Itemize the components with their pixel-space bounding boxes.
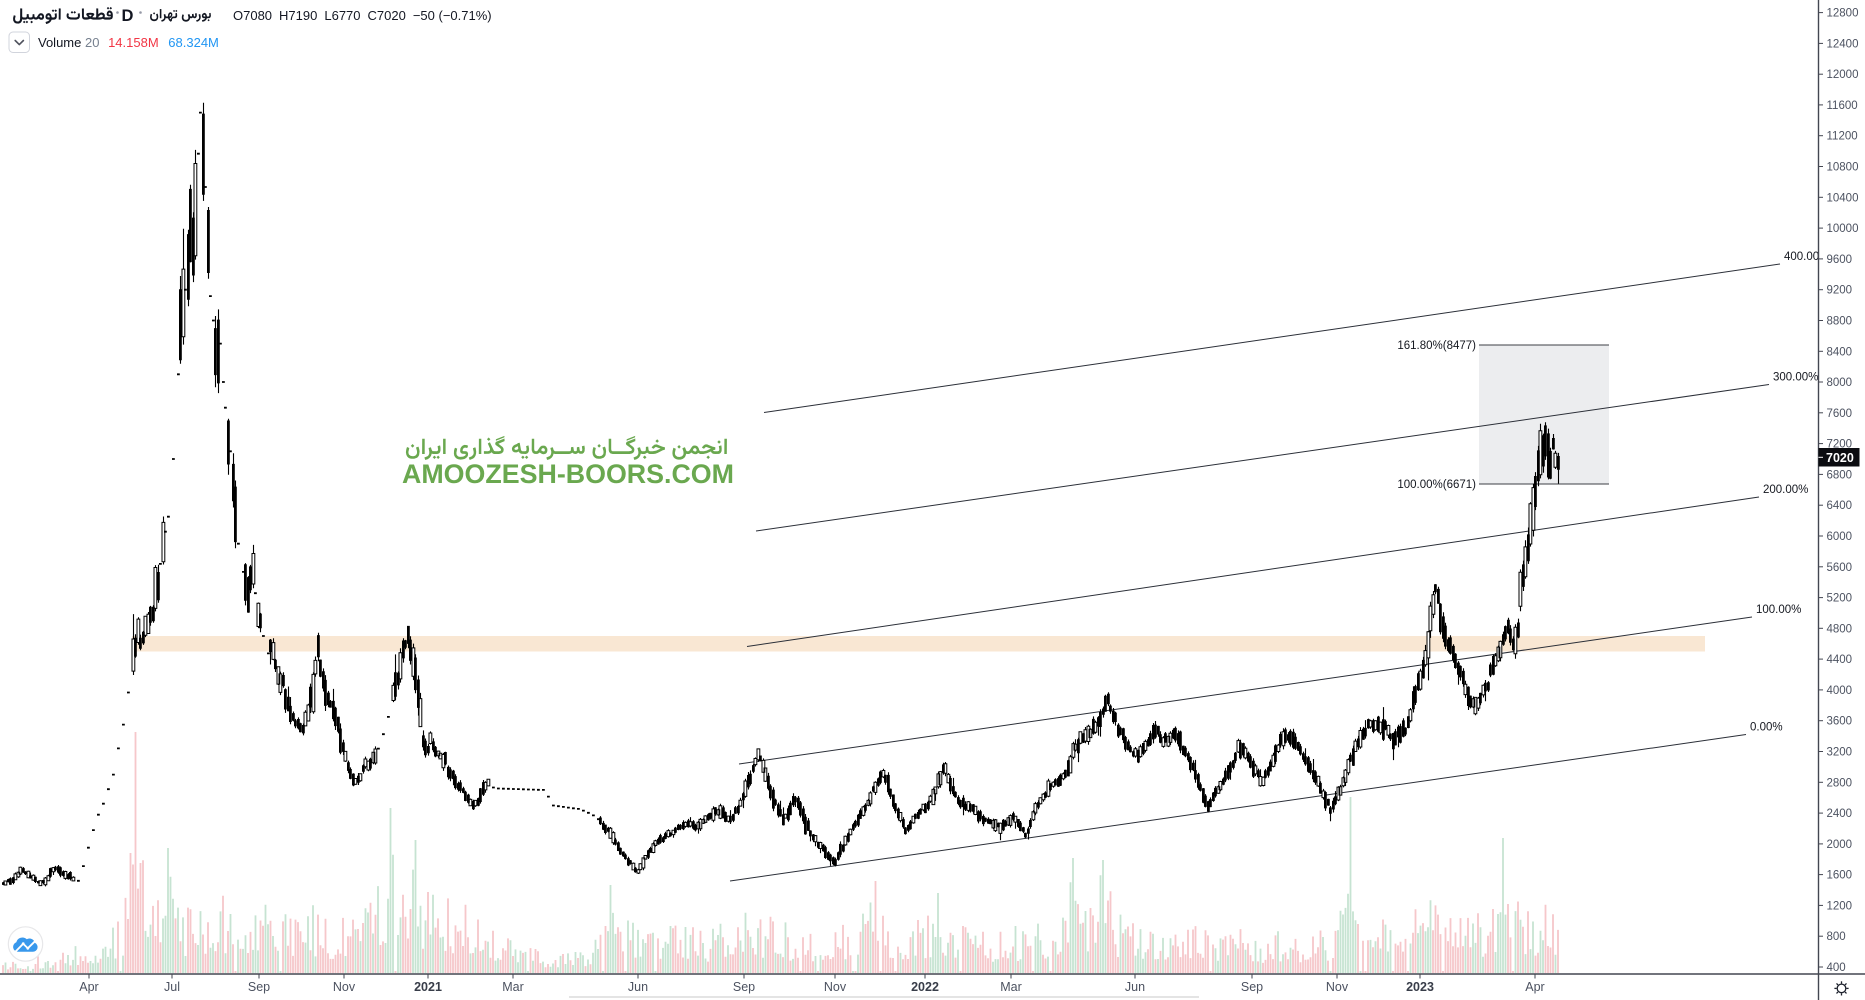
svg-text:Jul: Jul bbox=[164, 980, 180, 994]
svg-text:Jun: Jun bbox=[1125, 980, 1145, 994]
svg-text:12800: 12800 bbox=[1827, 8, 1859, 20]
svg-text:Sep: Sep bbox=[1241, 980, 1263, 994]
svg-text:400: 400 bbox=[1827, 962, 1846, 974]
svg-text:9600: 9600 bbox=[1827, 254, 1853, 266]
svg-text:5600: 5600 bbox=[1827, 562, 1853, 574]
svg-text:9200: 9200 bbox=[1827, 285, 1853, 297]
svg-text:10800: 10800 bbox=[1827, 162, 1859, 174]
svg-text:2000: 2000 bbox=[1827, 839, 1853, 851]
svg-text:2021: 2021 bbox=[414, 980, 442, 994]
svg-text:Apr: Apr bbox=[1525, 980, 1544, 994]
svg-text:7600: 7600 bbox=[1827, 408, 1853, 420]
svg-text:10400: 10400 bbox=[1827, 192, 1859, 204]
svg-text:12000: 12000 bbox=[1827, 69, 1859, 81]
svg-text:4000: 4000 bbox=[1827, 685, 1853, 697]
svg-text:100.00%(6671): 100.00%(6671) bbox=[1397, 479, 1476, 491]
svg-text:Volume 20 14.158M 68.324M: Volume 20 14.158M 68.324M bbox=[38, 35, 219, 50]
svg-text:8800: 8800 bbox=[1827, 316, 1853, 328]
svg-text:800: 800 bbox=[1827, 931, 1846, 943]
svg-text:400.00: 400.00 bbox=[1784, 251, 1819, 263]
svg-text:7020: 7020 bbox=[1826, 451, 1854, 465]
svg-text:200.00%: 200.00% bbox=[1763, 484, 1808, 496]
svg-text:AMOOZESH-BOORS.COM: AMOOZESH-BOORS.COM bbox=[402, 459, 734, 489]
svg-text:4800: 4800 bbox=[1827, 623, 1853, 635]
svg-text:3200: 3200 bbox=[1827, 747, 1853, 759]
svg-text:12400: 12400 bbox=[1827, 38, 1859, 50]
svg-text:6400: 6400 bbox=[1827, 500, 1853, 512]
svg-text:Sep: Sep bbox=[248, 980, 270, 994]
svg-text:3600: 3600 bbox=[1827, 716, 1853, 728]
svg-text:161.80%(8477): 161.80%(8477) bbox=[1397, 340, 1476, 352]
svg-text:Apr: Apr bbox=[79, 980, 98, 994]
svg-text:11200: 11200 bbox=[1827, 131, 1858, 143]
svg-text:6000: 6000 bbox=[1827, 531, 1853, 543]
svg-text:5200: 5200 bbox=[1827, 593, 1853, 605]
svg-text:2400: 2400 bbox=[1827, 808, 1853, 820]
svg-text:Nov: Nov bbox=[1326, 980, 1349, 994]
svg-text:100.00%: 100.00% bbox=[1756, 604, 1801, 616]
svg-text:0.00%: 0.00% bbox=[1750, 722, 1783, 734]
svg-text:Sep: Sep bbox=[733, 980, 755, 994]
svg-text:2023: 2023 bbox=[1406, 980, 1434, 994]
svg-text:6800: 6800 bbox=[1827, 469, 1853, 481]
svg-text:2800: 2800 bbox=[1827, 777, 1853, 789]
svg-text:Nov: Nov bbox=[333, 980, 356, 994]
svg-text:10000: 10000 bbox=[1827, 223, 1859, 235]
svg-text:7200: 7200 bbox=[1827, 439, 1853, 451]
svg-text:D: D bbox=[122, 7, 134, 25]
svg-text:8400: 8400 bbox=[1827, 346, 1853, 358]
svg-text:1600: 1600 bbox=[1827, 870, 1853, 882]
svg-text:2022: 2022 bbox=[911, 980, 939, 994]
svg-text:1200: 1200 bbox=[1827, 900, 1853, 912]
svg-text:Jun: Jun bbox=[628, 980, 648, 994]
svg-text:300.00%: 300.00% bbox=[1773, 372, 1818, 384]
svg-text:8000: 8000 bbox=[1827, 377, 1853, 389]
svg-text:Mar: Mar bbox=[1000, 980, 1022, 994]
svg-text:11600: 11600 bbox=[1827, 100, 1858, 112]
svg-text:Mar: Mar bbox=[502, 980, 524, 994]
svg-text:Nov: Nov bbox=[824, 980, 847, 994]
svg-text:4400: 4400 bbox=[1827, 654, 1853, 666]
